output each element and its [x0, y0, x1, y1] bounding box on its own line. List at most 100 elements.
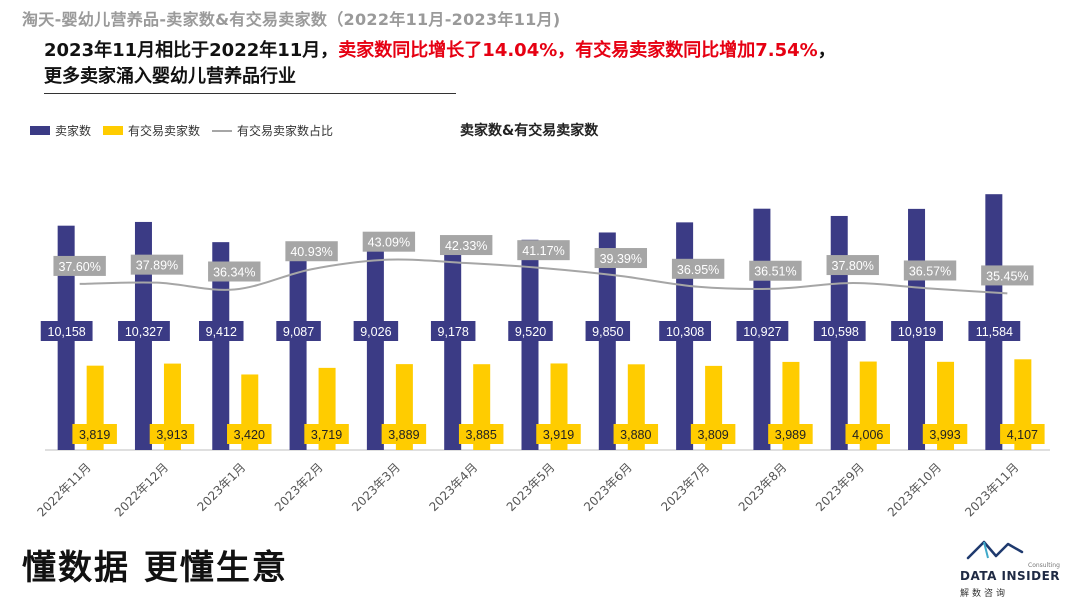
legend-label-trading-sellers: 有交易卖家数 — [128, 124, 201, 138]
data-label-ratio: 35.45% — [986, 269, 1028, 283]
x-tick-label: 2023年8月 — [736, 460, 790, 514]
data-label-sellers: 11,584 — [976, 325, 1013, 339]
data-label-bg-ratio — [749, 260, 802, 281]
data-label-ratio: 36.95% — [677, 263, 719, 277]
data-label-bg-trading-sellers — [227, 424, 272, 444]
data-label-trading-sellers: 3,885 — [466, 428, 497, 442]
data-label-trading-sellers: 3,819 — [79, 428, 110, 442]
data-label-bg-sellers — [40, 321, 93, 341]
bar-sellers — [598, 232, 616, 450]
x-tick-label: 2023年4月 — [426, 460, 480, 514]
legend-label-sellers: 卖家数 — [55, 124, 92, 138]
line-trading-ratio — [79, 258, 1008, 295]
x-tick-label: 2023年10月 — [885, 460, 944, 519]
data-label-bg-ratio — [903, 260, 957, 281]
data-label-bg-trading-sellers — [613, 424, 659, 444]
x-tick-label: 2022年11月 — [35, 460, 94, 519]
data-label-bg-ratio — [53, 255, 106, 276]
data-label-bg-trading-sellers — [845, 424, 890, 444]
headline-highlight: 卖家数同比增长了14.04%，有交易卖家数同比增加7.54% — [338, 40, 818, 61]
data-label-bg-sellers — [353, 321, 399, 341]
data-label-bg-ratio — [285, 241, 338, 262]
logo-consulting-text: Consulting — [1028, 562, 1060, 569]
data-label-ratio: 40.93% — [290, 245, 332, 259]
legend-swatch-ratio — [212, 129, 233, 132]
data-label-trading-sellers: 3,989 — [775, 428, 806, 442]
data-label-sellers: 10,598 — [821, 325, 859, 339]
data-label-bg-trading-sellers — [1000, 424, 1045, 444]
data-label-sellers: 9,178 — [438, 325, 469, 339]
data-label-ratio: 36.34% — [213, 265, 255, 279]
data-label-bg-trading-sellers — [304, 424, 349, 444]
slogan: 懂数据 更懂生意 — [22, 548, 288, 588]
data-label-bg-sellers — [585, 321, 631, 341]
data-label-bg-trading-sellers — [458, 424, 504, 444]
bar-sellers — [521, 239, 539, 450]
data-label-bg-trading-sellers — [381, 424, 427, 444]
x-tick-label: 2023年1月 — [195, 460, 249, 514]
data-label-trading-sellers: 3,993 — [929, 428, 960, 442]
x-tick-label: 2023年9月 — [813, 460, 867, 514]
legend-swatch-trading-sellers — [103, 126, 124, 135]
headline: 2023年11月相比于2022年11月，卖家数同比增长了14.04%，有交易卖家… — [44, 38, 844, 90]
data-label-sellers: 10,158 — [48, 325, 86, 339]
x-tick-label: 2023年3月 — [349, 460, 403, 514]
data-label-ratio: 43.09% — [368, 236, 410, 250]
headline-text-end: ，更多卖家涌入婴幼儿营养品行业 — [44, 40, 836, 87]
data-label-trading-sellers: 3,889 — [388, 428, 419, 442]
data-label-sellers: 9,026 — [360, 325, 391, 339]
data-label-ratio: 36.51% — [754, 265, 796, 279]
data-label-bg-sellers — [736, 321, 789, 341]
data-label-bg-trading-sellers — [536, 424, 581, 444]
data-label-bg-sellers — [118, 321, 170, 341]
data-label-trading-sellers: 3,719 — [311, 428, 342, 442]
logo-mark-icon — [966, 540, 1024, 560]
headline-divider — [44, 93, 456, 94]
data-label-bg-sellers — [659, 321, 712, 341]
data-label-bg-sellers — [199, 321, 244, 341]
data-label-bg-ratio — [439, 235, 493, 256]
headline-text: 2023年11月相比于2022年11月， — [44, 40, 339, 61]
data-label-ratio: 42.33% — [445, 239, 487, 253]
logo-cn: 解数咨询 — [960, 589, 1009, 599]
data-label-sellers: 9,850 — [592, 325, 623, 339]
chart-title: 卖家数&有交易卖家数 — [460, 123, 599, 139]
data-label-sellers: 10,308 — [666, 325, 704, 339]
data-label-bg-sellers — [508, 321, 553, 341]
data-label-bg-ratio — [517, 240, 570, 261]
data-label-bg-sellers — [813, 321, 866, 341]
data-label-ratio: 41.17% — [522, 244, 564, 258]
legend-item-ratio: 有交易卖家数占比 — [212, 122, 333, 139]
data-label-bg-trading-sellers — [72, 424, 117, 444]
x-tick-label: 2023年2月 — [272, 460, 326, 514]
bar-sellers — [212, 242, 230, 450]
data-label-ratio: 37.60% — [58, 260, 100, 274]
data-label-trading-sellers: 3,420 — [234, 428, 265, 442]
x-tick-label: 2023年7月 — [658, 460, 712, 514]
bar-sellers — [444, 247, 462, 450]
data-label-bg-ratio — [981, 265, 1034, 286]
data-label-trading-sellers: 3,913 — [156, 428, 187, 442]
data-label-ratio: 39.39% — [600, 252, 642, 266]
bar-line-chart: 10,158 3,819 2022年11月 10,327 3,913 2022年12月 9,… — [35, 194, 1050, 519]
data-label-trading-sellers: 3,809 — [697, 428, 728, 442]
data-label-trading-sellers: 4,006 — [852, 428, 883, 442]
data-label-bg-ratio — [130, 254, 184, 275]
legend-item-sellers: 卖家数 — [30, 122, 91, 139]
chart-legend: 卖家数 有交易卖家数 有交易卖家数占比 — [30, 122, 345, 139]
page-header: 淘天-婴幼儿营养品-卖家数&有交易卖家数（2022年11月-2023年11月) — [22, 10, 561, 29]
data-label-bg-trading-sellers — [690, 424, 736, 444]
data-label-ratio: 37.80% — [832, 259, 874, 273]
data-label-sellers: 9,412 — [206, 325, 237, 339]
data-label-sellers: 9,520 — [515, 325, 546, 339]
data-label-bg-ratio — [594, 248, 648, 269]
data-label-sellers: 10,919 — [898, 325, 936, 339]
bar-sellers — [366, 250, 384, 450]
data-label-bg-ratio — [671, 258, 725, 279]
data-label-ratio: 37.89% — [136, 259, 178, 273]
data-label-sellers: 9,087 — [283, 325, 314, 339]
data-label-sellers: 10,927 — [743, 325, 781, 339]
data-label-bg-sellers — [968, 321, 1021, 341]
data-label-bg-sellers — [891, 321, 943, 341]
data-label-trading-sellers: 3,919 — [543, 428, 574, 442]
